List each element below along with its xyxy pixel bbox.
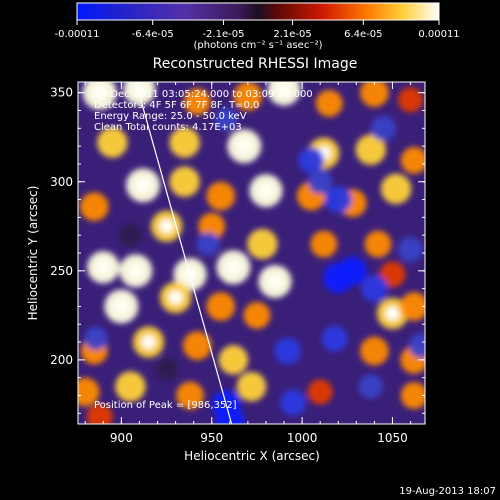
heatmap-blob-35	[206, 292, 236, 321]
y-tick-label-3: 350	[50, 86, 73, 100]
heatmap-blob-core-28	[128, 263, 144, 279]
y-axis-label: Heliocentric Y (arcsec)	[26, 186, 40, 321]
heatmap-blob-56	[398, 236, 424, 262]
heatmap-blob-45	[78, 377, 100, 407]
chart-title: Reconstructed RHESSI Image	[153, 56, 358, 72]
heatmap-blob-5	[315, 89, 343, 117]
heatmap-blob-48	[236, 371, 267, 402]
x-axis-label: Heliocentric X (arcsec)	[184, 449, 320, 463]
heatmap-blob-52	[298, 147, 325, 174]
annotation-line-1: Detectors: 4F 5F 6F 7F 8F, T=0.0	[94, 100, 259, 111]
colorbar-tick-label-4: 6.4e-05	[344, 29, 382, 40]
heatmap-blob-67	[308, 169, 333, 194]
annotations: 24-Dec-2011 03:05:24.000 to 03:09:28.000…	[94, 89, 313, 133]
heatmap-blob-47	[176, 381, 204, 410]
heatmap-blob-core-1	[132, 82, 147, 97]
heatmap-blob-55	[323, 262, 354, 294]
heatmap-blob-42	[218, 345, 249, 375]
solar-limb-line	[135, 82, 233, 424]
colorbar-ticks: -0.00011 -6.4e-05 -2.1e-05 2.1e-05 6.4e-05 0.…	[55, 20, 460, 40]
colorbar-tick-label-0: -0.00011	[55, 29, 100, 40]
heatmap-blob-49	[307, 379, 333, 405]
heatmap-blob-64	[408, 333, 425, 359]
heatmap-blob-21	[79, 192, 109, 221]
x-axis-ticks: 900 950 1000 1050	[84, 82, 412, 445]
heatmap-blob-12	[355, 134, 386, 165]
heatmap-blob-core-17	[258, 183, 274, 199]
heatmap-blob-46	[115, 371, 146, 402]
heatmap-blob-6	[360, 82, 389, 107]
heatmap-blob-63	[358, 374, 383, 399]
colorbar-units: (photons cm⁻² s⁻¹ asec⁻²)	[193, 40, 322, 51]
heatmap-blob-2	[183, 88, 211, 115]
heatmap-blob-58	[321, 325, 348, 352]
heatmap-blob-43	[360, 336, 389, 366]
heatmap-blob-71	[155, 357, 178, 380]
heatmap-blob-8	[97, 127, 128, 158]
heatmap-blob-9	[169, 127, 200, 158]
heatmap-area	[78, 82, 425, 424]
heatmap-blob-69	[119, 224, 142, 247]
heatmap-blob-core-4	[276, 82, 292, 97]
colorbar-tick-label-3: 2.1e-05	[273, 29, 311, 40]
heatmap-blob-core-30	[225, 259, 242, 275]
heatmap-blob-38	[399, 292, 425, 321]
heatmap-blob-13	[400, 146, 425, 174]
heatmap-blob-57	[360, 275, 388, 303]
peak-position-label: Position of Peak = [986,352]	[94, 400, 237, 411]
y-tick-label-1: 250	[50, 264, 73, 278]
x-tick-label-3: 1050	[377, 431, 408, 445]
y-axis-ticks: 200 250 300 350	[50, 86, 425, 414]
heatmap-blob-24	[247, 228, 278, 260]
heatmap-blob-core-34	[168, 290, 183, 305]
colorbar-tick-label-2: -2.1e-05	[202, 29, 244, 40]
footer-date: 19-Aug-2013 18:07	[399, 486, 496, 497]
heatmap-blob-core-0	[92, 85, 108, 101]
heatmap-blob-core-31	[267, 274, 283, 289]
y-tick-label-2: 300	[50, 175, 73, 189]
heatmap-blob-7	[398, 87, 424, 113]
heatmap-blob-50	[400, 382, 425, 409]
heatmap-blob-32	[379, 261, 406, 288]
heatmap-blob-core-14	[135, 177, 151, 193]
heatmap-blob-core-22	[159, 219, 174, 234]
colorbar-tick-label-5: 0.00011	[418, 29, 459, 40]
y-tick-label-0: 200	[50, 353, 73, 367]
heatmap-blob-core-37	[385, 306, 400, 321]
heatmap-blob-51	[86, 403, 113, 424]
heatmap-blob-65	[370, 115, 396, 141]
heatmap-blob-61	[215, 405, 245, 424]
heatmap-blob-70	[84, 326, 108, 351]
annotation-line-3: Clean Total counts: 4.17E+03	[94, 122, 242, 133]
x-tick-label-2: 1000	[287, 431, 318, 445]
heatmap-blob-41	[182, 331, 212, 360]
heatmap-blob-53	[324, 186, 352, 213]
colorbar	[76, 2, 440, 21]
heatmap-blob-25	[310, 230, 338, 258]
heatmap-blob-68	[196, 232, 220, 256]
heatmap-blob-core-27	[96, 260, 111, 275]
heatmap-blob-36	[243, 301, 271, 329]
heatmap-blob-core-33	[113, 298, 130, 315]
heatmap-blob-59	[274, 337, 302, 365]
heatmap-blob-core-40	[141, 335, 156, 350]
annotation-line-2: Energy Range: 25.0 - 50.0 keV	[94, 111, 247, 122]
colorbar-tick-label-1: -6.4e-05	[132, 29, 174, 40]
heatmap-blob-26	[364, 230, 392, 258]
annotation-line-0: 24-Dec-2011 03:05:24.000 to 03:09:28.000	[94, 89, 313, 100]
heatmap-blob-62	[280, 389, 307, 416]
heatmap-blob-3	[233, 82, 263, 111]
heatmap-blob-15	[169, 166, 200, 197]
heatmap-blob-66	[214, 107, 238, 132]
x-tick-label-1: 950	[200, 431, 223, 445]
heatmap-blob-core-10	[236, 138, 252, 154]
x-tick-label-0: 900	[110, 431, 133, 445]
heatmap-blob-20	[380, 173, 412, 205]
heatmap-blob-16	[206, 181, 236, 211]
